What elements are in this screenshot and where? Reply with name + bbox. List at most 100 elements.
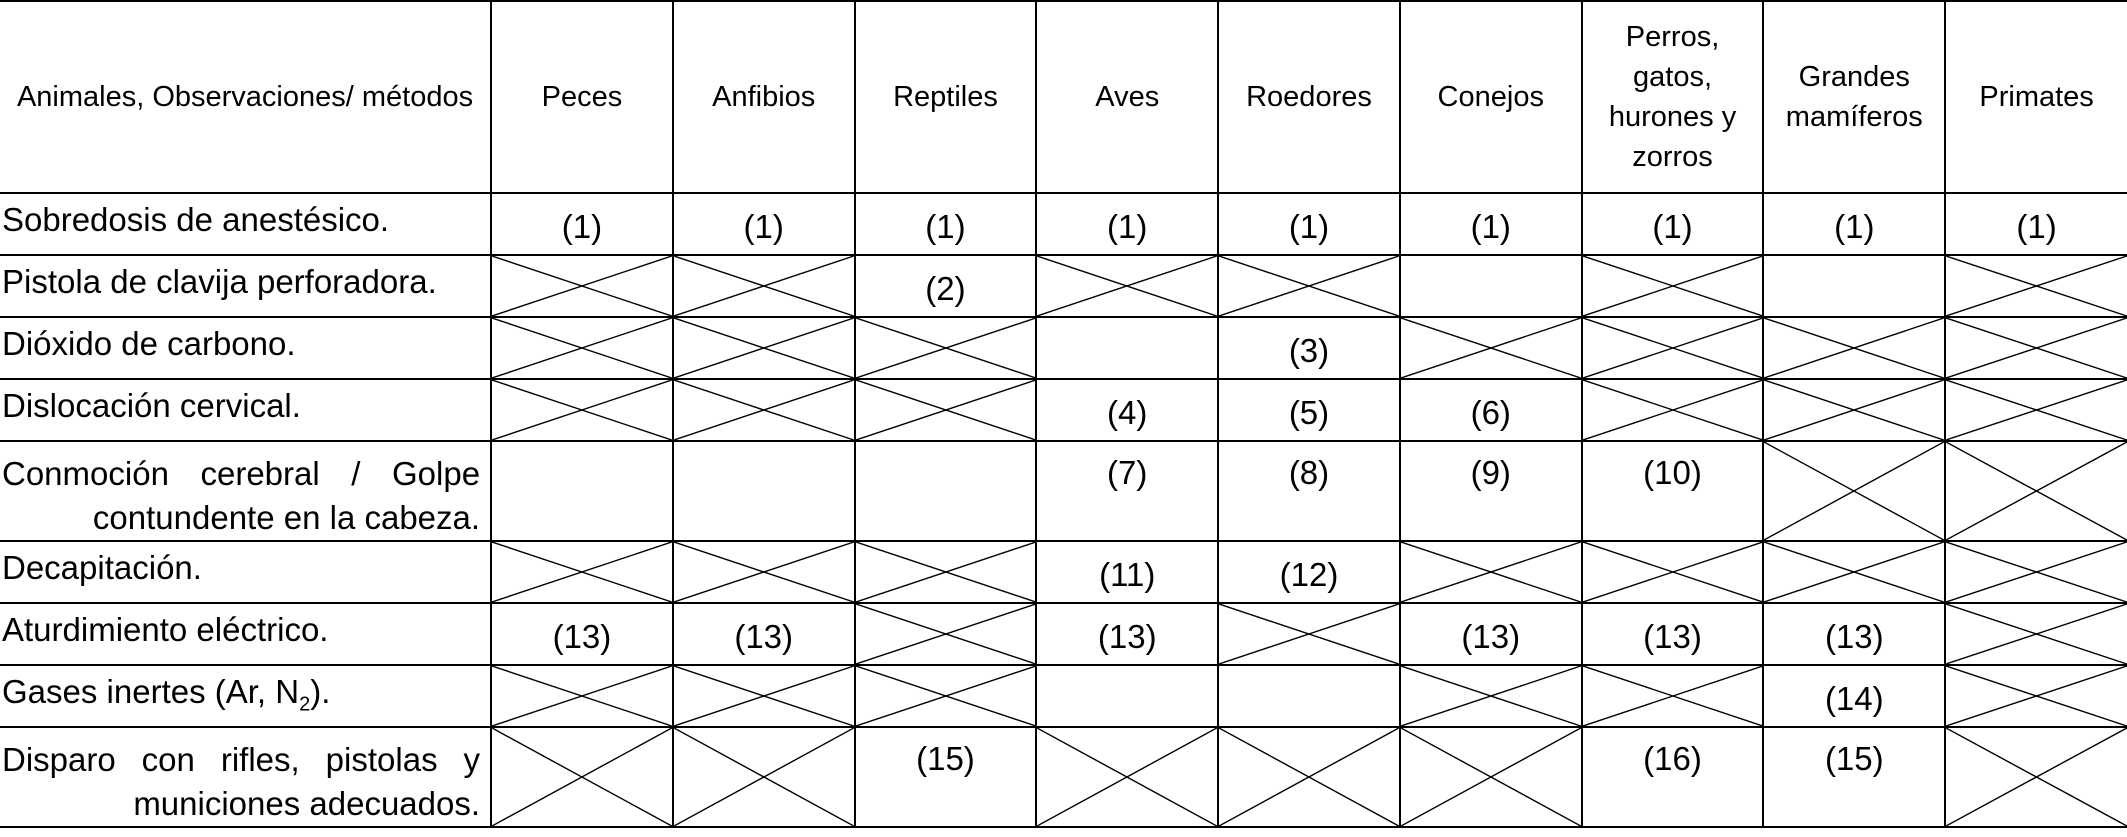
- not-applicable-cell: [490, 664, 674, 728]
- note-reference-cell: (13): [1762, 602, 1947, 666]
- method-label: Aturdimiento eléctrico.: [0, 602, 493, 666]
- note-reference-cell: (15): [853, 726, 1038, 828]
- cross-out-icon: [856, 604, 1036, 664]
- not-applicable-cell: [671, 664, 856, 728]
- not-applicable-cell: [1580, 540, 1765, 604]
- note-reference-cell: (1): [853, 192, 1038, 256]
- table-row: Dióxido de carbono. (3): [0, 316, 2127, 380]
- cross-out-icon: [1583, 256, 1763, 316]
- method-label: Conmoción cerebral / Golpe contundente e…: [0, 440, 493, 542]
- not-applicable-cell: [1580, 378, 1765, 442]
- cross-out-icon: [1583, 542, 1763, 602]
- table-row: Conmoción cerebral / Golpe contundente e…: [0, 440, 2127, 542]
- note-reference-cell: (1): [1580, 192, 1765, 256]
- cross-out-icon: [1764, 542, 1944, 602]
- cross-out-icon: [856, 380, 1036, 440]
- cross-out-icon: [492, 728, 672, 826]
- note-reference-cell: (1): [490, 192, 674, 256]
- not-applicable-cell: [1944, 316, 2127, 380]
- note-reference-cell: (9): [1398, 440, 1583, 542]
- note-reference-cell: (1): [1217, 192, 1401, 256]
- not-applicable-cell: [490, 726, 674, 828]
- empty-cell: [853, 440, 1038, 542]
- cross-out-icon: [1946, 442, 2127, 540]
- cross-out-icon: [1219, 728, 1399, 826]
- note-reference-cell: (11): [1035, 540, 1220, 604]
- not-applicable-cell: [1035, 726, 1220, 828]
- table-row: Dislocación cervical. (4) (5) (6): [0, 378, 2127, 442]
- cross-out-icon: [492, 318, 672, 378]
- note-reference-cell: (14): [1762, 664, 1947, 728]
- not-applicable-cell: [490, 540, 674, 604]
- empty-cell: [1398, 254, 1583, 318]
- cross-out-icon: [1946, 542, 2127, 602]
- header-row: Animales, Observaciones/ métodos Peces A…: [0, 0, 2127, 194]
- table-row: Aturdimiento eléctrico. (13) (13) (13) (13)(…: [0, 602, 2127, 666]
- method-label: Gases inertes (Ar, N2).: [0, 664, 493, 728]
- note-reference-cell: (13): [1035, 602, 1220, 666]
- method-label: Decapitación.: [0, 540, 493, 604]
- cross-out-icon: [1946, 380, 2127, 440]
- not-applicable-cell: [1398, 540, 1583, 604]
- method-label: Sobredosis de anestésico.: [0, 192, 493, 256]
- note-reference-cell: (7): [1035, 440, 1220, 542]
- not-applicable-cell: [1944, 664, 2127, 728]
- table-row: Pistola de clavija perforadora. (2): [0, 254, 2127, 318]
- cross-out-icon: [674, 318, 854, 378]
- cross-out-icon: [492, 542, 672, 602]
- not-applicable-cell: [1217, 602, 1401, 666]
- method-label: Dislocación cervical.: [0, 378, 493, 442]
- not-applicable-cell: [1398, 316, 1583, 380]
- not-applicable-cell: [1944, 378, 2127, 442]
- empty-cell: [490, 440, 674, 542]
- cross-out-icon: [1583, 666, 1763, 726]
- empty-cell: [1035, 316, 1220, 380]
- cross-out-icon: [1037, 256, 1217, 316]
- note-reference-cell: (5): [1217, 378, 1401, 442]
- not-applicable-cell: [1944, 540, 2127, 604]
- table-row: Gases inertes (Ar, N2). (14): [0, 664, 2127, 728]
- cross-out-icon: [674, 542, 854, 602]
- animal-header: Anfibios: [671, 0, 856, 194]
- empty-cell: [1217, 664, 1401, 728]
- not-applicable-cell: [1944, 440, 2127, 542]
- note-reference-cell: (1): [1035, 192, 1220, 256]
- cross-out-icon: [1946, 318, 2127, 378]
- animal-header: Conejos: [1398, 0, 1583, 194]
- cross-out-icon: [674, 728, 854, 826]
- animal-header: Reptiles: [853, 0, 1038, 194]
- note-reference-cell: (8): [1217, 440, 1401, 542]
- cross-out-icon: [492, 380, 672, 440]
- not-applicable-cell: [671, 316, 856, 380]
- cross-out-icon: [1764, 318, 1944, 378]
- cross-out-icon: [1946, 666, 2127, 726]
- animal-header: Primates: [1944, 0, 2127, 194]
- cross-out-icon: [1401, 666, 1581, 726]
- cross-out-icon: [1946, 256, 2127, 316]
- not-applicable-cell: [490, 316, 674, 380]
- table-row: Sobredosis de anestésico. (1) (1) (1) (1) (1)…: [0, 192, 2127, 256]
- note-reference-cell: (4): [1035, 378, 1220, 442]
- note-reference-cell: (16): [1580, 726, 1765, 828]
- not-applicable-cell: [1398, 726, 1583, 828]
- cross-out-icon: [1946, 604, 2127, 664]
- not-applicable-cell: [1944, 726, 2127, 828]
- note-reference-cell: (1): [1398, 192, 1583, 256]
- cross-out-icon: [492, 256, 672, 316]
- note-reference-cell: (2): [853, 254, 1038, 318]
- not-applicable-cell: [853, 602, 1038, 666]
- note-reference-cell: (13): [1580, 602, 1765, 666]
- not-applicable-cell: [1762, 316, 1947, 380]
- not-applicable-cell: [1580, 664, 1765, 728]
- note-reference-cell: (12): [1217, 540, 1401, 604]
- cross-out-icon: [674, 666, 854, 726]
- not-applicable-cell: [1580, 254, 1765, 318]
- cross-out-icon: [1401, 728, 1581, 826]
- cross-out-icon: [1583, 318, 1763, 378]
- note-reference-cell: (13): [490, 602, 674, 666]
- empty-cell: [671, 440, 856, 542]
- note-reference-cell: (15): [1762, 726, 1947, 828]
- not-applicable-cell: [1762, 378, 1947, 442]
- table-row: Decapitación. (11) (12): [0, 540, 2127, 604]
